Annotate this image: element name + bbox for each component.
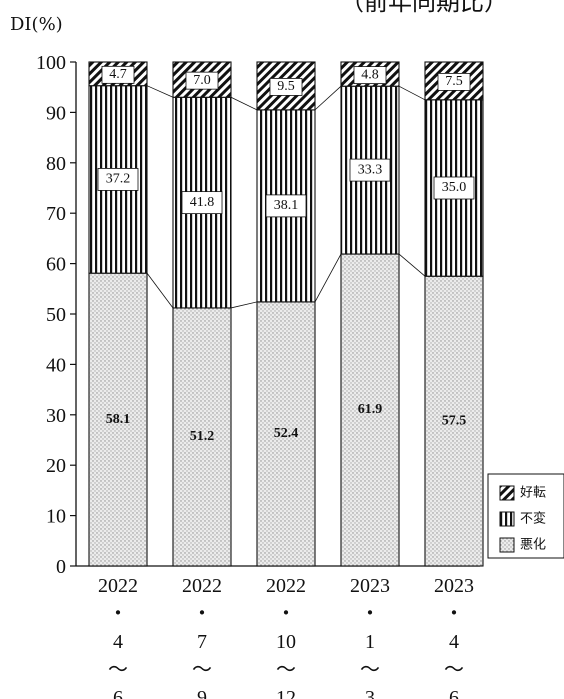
x-tick-label: ・: [360, 603, 380, 625]
connector-layer: [146, 85, 426, 309]
data-label: 61.9: [358, 402, 383, 417]
connector-line: [146, 85, 174, 98]
x-tick-label: 2022: [182, 575, 222, 597]
x-tick-label: ・: [108, 603, 128, 625]
data-label: 7.0: [193, 73, 211, 88]
x-tick-label: 6: [113, 687, 123, 699]
legend-entry: 不変: [520, 511, 546, 527]
x-tick-label: ・: [444, 603, 464, 625]
x-tick-label: 3: [365, 687, 375, 699]
data-label-box: [97, 168, 139, 191]
bar-segment-dots: [340, 253, 400, 567]
connector-line: [398, 253, 426, 277]
data-label-box: [437, 73, 471, 91]
x-tick-label: 2022: [266, 575, 306, 597]
y-tick-label: 20: [46, 455, 66, 477]
y-tick-label: 80: [46, 153, 66, 175]
x-tick-label: 6: [449, 687, 459, 699]
x-tick-label: 7: [197, 631, 207, 653]
x-tick-label: 4: [449, 631, 459, 653]
data-label-box: [181, 191, 223, 215]
bar-segment-dots: [88, 272, 148, 567]
y-tick-label: 90: [46, 102, 66, 124]
bar-layer: [88, 61, 484, 567]
data-label: 4.8: [361, 67, 379, 82]
data-label-box: [185, 71, 219, 90]
axis-layer: 0 10 20 30 40 50 60 70 80 90 100: [36, 52, 480, 578]
data-label: 9.5: [277, 79, 295, 94]
data-label: 7.5: [445, 74, 463, 89]
x-label-layer: 2022 ・ 4 〜 6 2022 ・ 7 〜 9 2022 ・ 10 〜 12 2023 ・ 1 〜 3 2023 ・ 4…: [98, 575, 474, 699]
y-tick-label: 0: [56, 556, 66, 578]
bar-segment-dots: [256, 301, 316, 567]
data-label-box: [349, 158, 391, 182]
y-tick-label: 60: [46, 254, 66, 276]
data-label: 52.4: [274, 426, 299, 441]
legend-entry: 悪化: [520, 538, 546, 553]
x-tick-label: 〜: [444, 659, 464, 681]
legend-swatch-vertical-stripes: [499, 511, 515, 527]
data-label: 4.7: [109, 67, 127, 82]
data-label-box: [101, 65, 135, 84]
connector-line: [314, 85, 342, 111]
x-tick-label: 2022: [98, 575, 138, 597]
data-label: 33.3: [358, 162, 383, 177]
data-label: 51.2: [190, 429, 215, 444]
x-tick-label: 2023: [350, 575, 390, 597]
y-tick-label: 100: [36, 52, 66, 74]
data-label-box: [265, 194, 307, 218]
y-tick-label: 30: [46, 405, 66, 427]
x-tick-label: 9: [197, 687, 207, 699]
data-label: 41.8: [190, 195, 215, 210]
x-tick-label: ・: [276, 603, 296, 625]
chart-title: （前年同期比）: [340, 0, 508, 16]
y-tick-label: 70: [46, 203, 66, 225]
legend-swatch-dots: [499, 537, 515, 553]
data-label: 35.0: [442, 180, 467, 195]
y-tick-label: 10: [46, 506, 66, 528]
bar-segment-dots: [172, 307, 232, 567]
x-tick-label: 1: [365, 631, 375, 653]
connector-line: [230, 301, 258, 309]
data-label-box: [433, 176, 475, 200]
x-tick-label: 2023: [434, 575, 474, 597]
x-tick-label: 12: [276, 687, 296, 699]
y-axis-title: DI(%): [10, 14, 63, 35]
data-label: 37.2: [106, 172, 131, 187]
bar-segment-dots: [424, 275, 484, 567]
data-label-box: [353, 66, 387, 84]
legend-entry: 好転: [520, 486, 546, 501]
connector-line: [398, 85, 426, 101]
label-layer: 58.1 37.2 4.7 51.2 41.8 7.0 52.4 38.1 9.5 61.9 33.…: [97, 65, 475, 444]
connector-line: [146, 272, 174, 309]
legend-swatch-diagonal-hatch: [499, 485, 515, 501]
x-tick-label: 4: [113, 631, 123, 653]
x-tick-label: 〜: [108, 659, 128, 681]
data-label: 58.1: [106, 412, 131, 427]
connector-line: [230, 96, 258, 111]
data-label: 57.5: [442, 413, 467, 428]
x-tick-label: 〜: [276, 659, 296, 681]
x-tick-label: 〜: [360, 659, 380, 681]
x-tick-label: ・: [192, 603, 212, 625]
x-tick-label: 10: [276, 631, 296, 653]
x-tick-label: 〜: [192, 659, 212, 681]
connector-line: [314, 253, 342, 303]
data-label-box: [269, 78, 303, 96]
data-label: 38.1: [274, 198, 299, 213]
y-tick-label: 40: [46, 354, 66, 376]
y-tick-label: 50: [46, 304, 66, 326]
